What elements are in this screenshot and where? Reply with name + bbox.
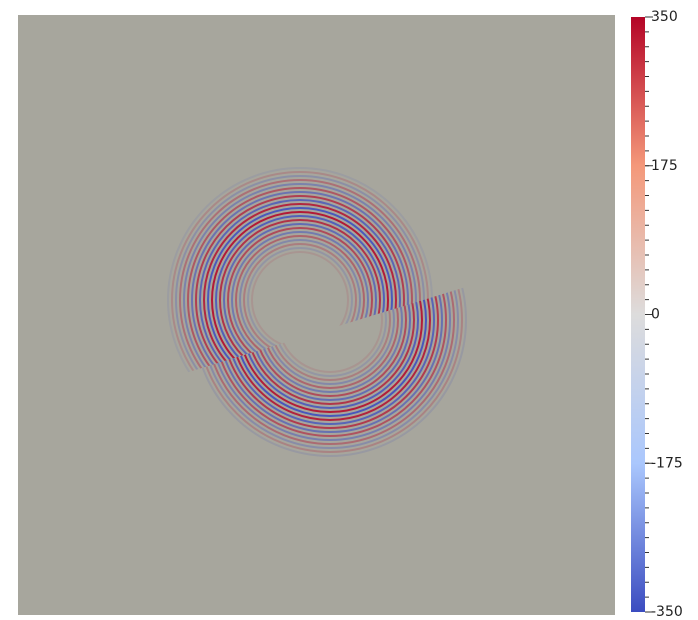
colorbar-tick-label: -350 bbox=[651, 604, 683, 620]
colorbar-tick-label: 0 bbox=[651, 307, 660, 323]
wave-pattern bbox=[167, 167, 467, 457]
colorbar bbox=[631, 17, 645, 612]
colorbar-axis: 350 175 0 -175 -350 bbox=[645, 9, 683, 620]
colorbar-tick-label: -175 bbox=[651, 455, 683, 471]
colorbar-tick-label: 175 bbox=[651, 158, 678, 174]
render-background bbox=[18, 15, 615, 615]
colorbar-tick-label: 350 bbox=[651, 9, 678, 25]
